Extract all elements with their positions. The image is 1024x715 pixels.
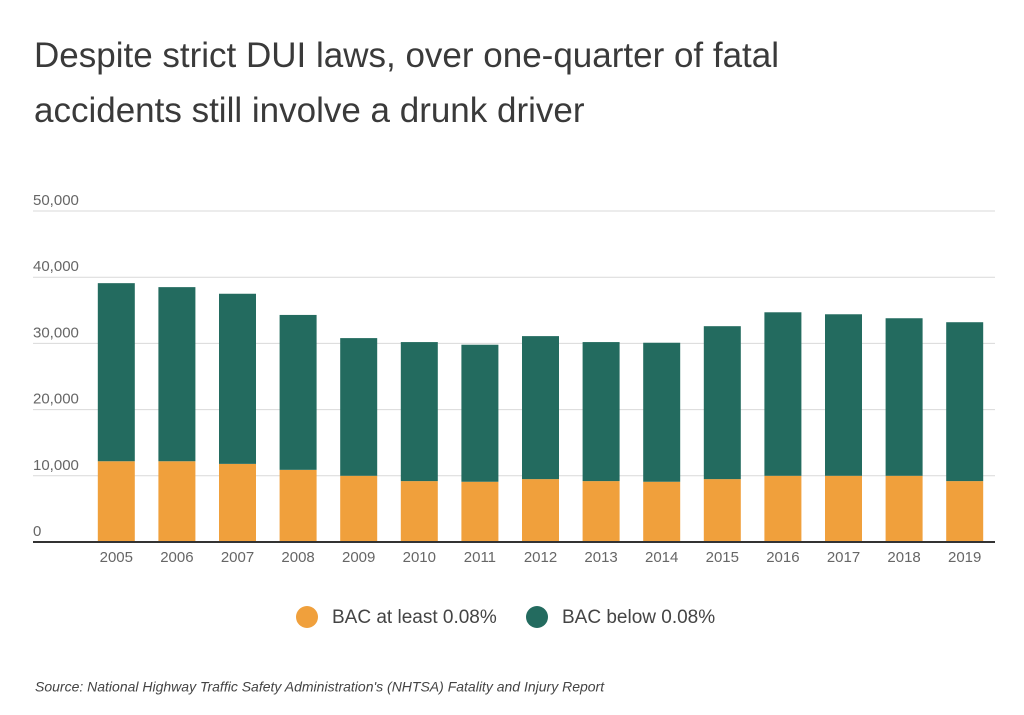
x-tick-label: 2018 <box>887 549 920 566</box>
bar-segment <box>400 342 438 482</box>
bar-segment <box>279 314 317 470</box>
bar-segment <box>703 326 741 480</box>
y-tick-label: 30,000 <box>33 324 79 341</box>
bar-segment <box>946 322 984 482</box>
bar-segment <box>825 475 862 542</box>
bar-segment <box>97 283 135 462</box>
bar-segment <box>279 469 317 542</box>
bar-segment <box>582 481 620 542</box>
bar-segment <box>885 318 923 476</box>
x-tick-label: 2006 <box>160 549 193 566</box>
legend-swatch <box>526 606 548 628</box>
bar-segment <box>461 481 499 542</box>
y-tick-label: 20,000 <box>33 391 79 408</box>
bar-segment <box>340 338 378 476</box>
x-tick-label: 2013 <box>584 549 617 566</box>
bar-segment <box>946 481 984 542</box>
source-note: Source: National Highway Traffic Safety … <box>35 679 605 695</box>
bar-segment <box>461 344 499 482</box>
bar-segment <box>219 463 256 542</box>
x-tick-label: 2017 <box>827 549 860 566</box>
bar-segment <box>158 461 196 542</box>
bar-segment <box>522 479 559 542</box>
legend-swatch <box>296 606 318 628</box>
y-tick-label: 0 <box>33 523 41 540</box>
x-tick-label: 2007 <box>221 549 254 566</box>
x-tick-label: 2011 <box>464 549 496 566</box>
bar-segment <box>340 475 378 542</box>
x-tick-label: 2015 <box>706 549 739 566</box>
bar-segment <box>764 475 802 542</box>
bar-segment <box>885 475 923 542</box>
bar-segment <box>582 342 620 482</box>
bar-segment <box>825 314 862 476</box>
legend-label: BAC below 0.08% <box>562 607 715 628</box>
bar-segment <box>400 481 438 542</box>
y-tick-label: 40,000 <box>33 258 79 275</box>
bar-segment <box>703 479 741 542</box>
x-tick-label: 2010 <box>403 549 436 566</box>
x-tick-label: 2008 <box>281 549 314 566</box>
y-tick-label: 50,000 <box>33 192 79 209</box>
bar-segment <box>764 312 802 476</box>
legend-label: BAC at least 0.08% <box>332 607 497 628</box>
bar-segment <box>97 461 135 542</box>
x-tick-label: 2014 <box>645 549 678 566</box>
bar-segment <box>643 342 681 482</box>
bar-segment <box>219 293 256 464</box>
bar-segment <box>643 481 681 542</box>
chart-title: accidents still involve a drunk driver <box>34 91 585 130</box>
bar-segment <box>522 336 559 480</box>
chart-title: Despite strict DUI laws, over one-quarte… <box>34 36 779 75</box>
x-tick-label: 2016 <box>766 549 799 566</box>
x-tick-label: 2019 <box>948 549 981 566</box>
x-tick-label: 2009 <box>342 549 375 566</box>
x-tick-label: 2012 <box>524 549 557 566</box>
x-tick-label: 2005 <box>100 549 133 566</box>
bar-segment <box>158 287 196 462</box>
y-tick-label: 10,000 <box>33 457 79 474</box>
